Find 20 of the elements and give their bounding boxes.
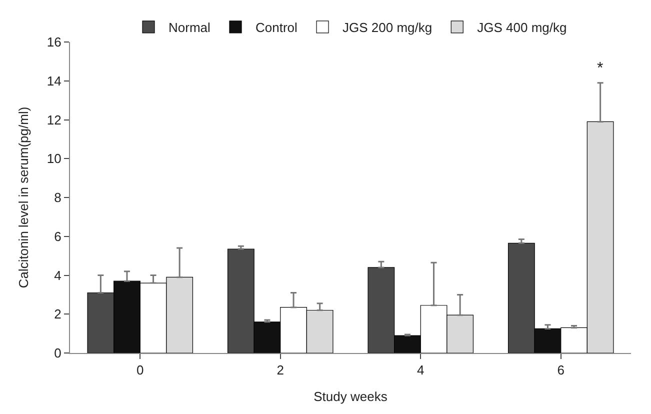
y-tick-label: 10 bbox=[46, 151, 62, 166]
legend-label: JGS 400 mg/kg bbox=[477, 20, 567, 36]
x-tick-label: 2 bbox=[276, 362, 284, 378]
y-axis-title: Calcitonin level in serum(pg/ml) bbox=[16, 106, 31, 288]
legend-label: JGS 200 mg/kg bbox=[342, 20, 432, 36]
y-tick-label: 0 bbox=[54, 346, 62, 361]
x-tick-label: 0 bbox=[136, 362, 144, 378]
annotation: * bbox=[597, 60, 604, 77]
y-tick-label: 16 bbox=[46, 34, 62, 50]
x-axis-title: Study weeks bbox=[314, 389, 388, 404]
y-tick-label: 6 bbox=[54, 228, 62, 244]
y-tick-label: 2 bbox=[54, 306, 62, 322]
legend-label: Normal bbox=[168, 20, 211, 36]
y-tick-label: 12 bbox=[46, 112, 62, 128]
x-tick-label: 6 bbox=[557, 362, 564, 378]
y-tick-label: 8 bbox=[54, 190, 62, 206]
x-tick-label: 4 bbox=[417, 362, 424, 378]
y-tick-label: 14 bbox=[46, 73, 62, 88]
legend-label: Control bbox=[256, 20, 298, 36]
y-tick-label: 4 bbox=[54, 268, 62, 283]
